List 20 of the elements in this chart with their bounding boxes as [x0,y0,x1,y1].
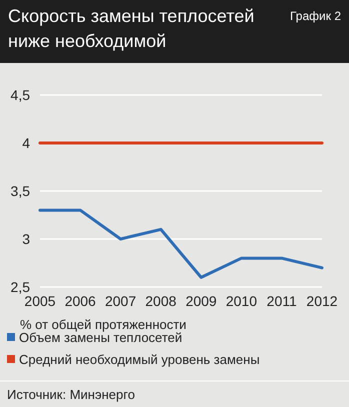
x-tick-label: 2006 [64,293,96,309]
text: Источник: Минэнерго [7,387,135,402]
x-tick-label: 2008 [145,293,177,309]
y-tick-label: 4 [22,135,30,151]
y-axis-title: % от общей протяженности [20,317,186,332]
legend-label: Объем замены теплосетей [19,330,182,345]
y-tick-label: 3,5 [10,183,30,199]
y-tick-label: 2,5 [10,279,30,295]
y-tick-label: 3 [22,231,30,247]
legend-label: Средний необходимый уровень замены [19,352,260,367]
chart-title: Скорость замены теплосетей ниже необходимой [8,5,256,53]
x-tick-label: 2007 [104,293,136,309]
x-tick-label: 2005 [24,293,56,309]
x-tick-label: 2012 [306,293,338,309]
x-tick-label: 2009 [186,293,217,309]
x-tick-label: 2011 [266,293,297,309]
line-series [38,208,324,279]
y-tick-label: 4,5 [10,87,30,103]
chart-subtitle: График 2 [290,9,342,23]
x-tick-label: 2010 [226,293,258,309]
